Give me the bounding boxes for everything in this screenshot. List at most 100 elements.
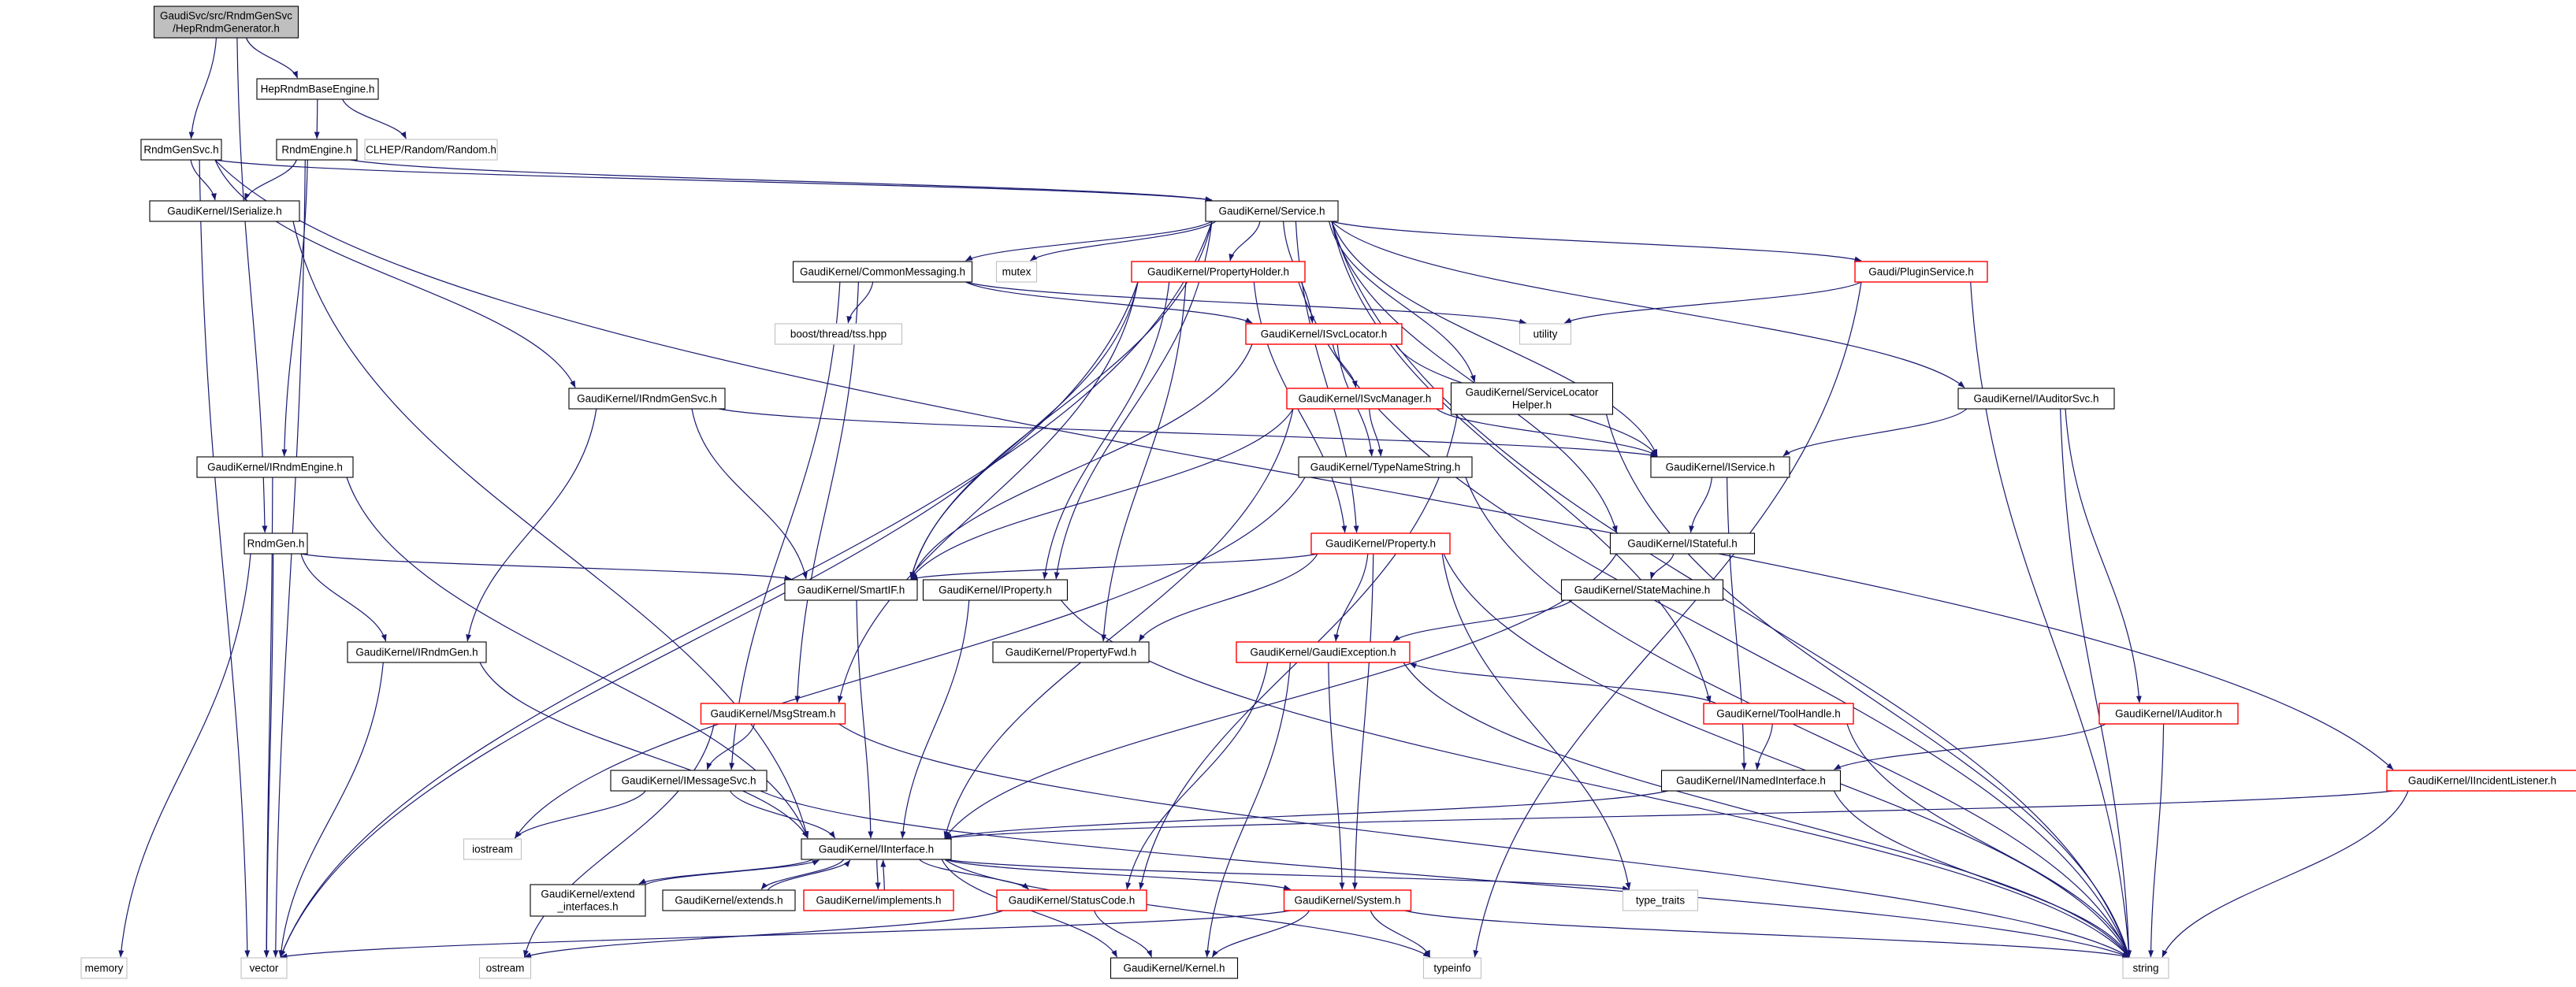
- node-iserialize[interactable]: GaudiKernel/ISerialize.h: [149, 200, 300, 222]
- node-iinterface[interactable]: GaudiKernel/IInterface.h: [801, 838, 952, 860]
- node-box-clhep[interactable]: [364, 139, 498, 161]
- node-statemachine[interactable]: GaudiKernel/StateMachine.h: [1560, 579, 1724, 601]
- node-gaudiexception[interactable]: GaudiKernel/GaudiException.h: [1236, 641, 1411, 663]
- node-system[interactable]: GaudiKernel/System.h: [1283, 889, 1412, 911]
- node-mutex[interactable]: mutex: [995, 261, 1038, 283]
- node-box-ostream[interactable]: [478, 957, 532, 979]
- node-box-isvclocator[interactable]: [1245, 323, 1403, 345]
- node-box-iproperty[interactable]: [922, 579, 1069, 601]
- node-box-irndmengine[interactable]: [196, 456, 354, 478]
- node-irndmgen[interactable]: GaudiKernel/IRndmGen.h: [347, 641, 487, 663]
- node-box-utility[interactable]: [1518, 323, 1572, 345]
- node-box-property[interactable]: [1310, 532, 1451, 555]
- node-box-kernel[interactable]: [1110, 957, 1239, 979]
- node-box-memory[interactable]: [80, 957, 128, 979]
- node-box-irndmgensvc[interactable]: [568, 388, 726, 410]
- node-box-imessagesvc[interactable]: [610, 770, 768, 792]
- node-tss[interactable]: boost/thread/tss.hpp: [774, 323, 903, 345]
- node-vector[interactable]: vector: [240, 957, 288, 979]
- node-kernel[interactable]: GaudiKernel/Kernel.h: [1110, 957, 1239, 979]
- node-inamedinterface[interactable]: GaudiKernel/INamedInterface.h: [1660, 770, 1842, 792]
- node-box-string[interactable]: [2122, 957, 2169, 979]
- node-box-iincidentlistener[interactable]: [2386, 770, 2576, 792]
- node-clhep[interactable]: CLHEP/Random/Random.h: [364, 139, 498, 161]
- node-iproperty[interactable]: GaudiKernel/IProperty.h: [922, 579, 1069, 601]
- node-box-iservice[interactable]: [1650, 456, 1790, 478]
- node-pluginsvc[interactable]: Gaudi/PluginService.h: [1854, 261, 1988, 283]
- node-iostream[interactable]: iostream: [463, 838, 522, 860]
- node-box-statemachine[interactable]: [1560, 579, 1724, 601]
- node-box-rndmgensvc[interactable]: [140, 139, 222, 161]
- node-hep_base[interactable]: HepRndmBaseEngine.h: [256, 78, 379, 100]
- node-box-tss[interactable]: [774, 323, 903, 345]
- node-box-typenamestring[interactable]: [1298, 456, 1473, 478]
- node-box-irndmgen[interactable]: [347, 641, 487, 663]
- node-rndmgen[interactable]: RndmGen.h: [243, 532, 308, 555]
- node-commonmsg[interactable]: GaudiKernel/CommonMessaging.h: [792, 261, 973, 283]
- node-box-root[interactable]: [153, 6, 299, 39]
- node-rndmgensvc[interactable]: RndmGenSvc.h: [140, 139, 222, 161]
- node-statuscode[interactable]: GaudiKernel/StatusCode.h: [996, 889, 1147, 911]
- node-box-extendif[interactable]: [530, 884, 646, 917]
- node-box-iinterface[interactable]: [801, 838, 952, 860]
- node-iincidentlistener[interactable]: GaudiKernel/IIncidentListener.h: [2386, 770, 2576, 792]
- node-box-iauditor[interactable]: [2098, 703, 2239, 725]
- node-propholder[interactable]: GaudiKernel/PropertyHolder.h: [1131, 261, 1306, 283]
- node-box-smartif[interactable]: [784, 579, 918, 601]
- node-box-implements[interactable]: [803, 889, 954, 911]
- node-rndmengine[interactable]: RndmEngine.h: [276, 139, 358, 161]
- node-extendif[interactable]: GaudiKernel/extend_interfaces.h: [530, 884, 646, 917]
- node-smartif[interactable]: GaudiKernel/SmartIF.h: [784, 579, 918, 601]
- node-iauditor[interactable]: GaudiKernel/IAuditor.h: [2098, 703, 2239, 725]
- node-root[interactable]: GaudiSvc/src/RndmGenSvc/HepRndmGenerator…: [153, 6, 299, 39]
- node-imessagesvc[interactable]: GaudiKernel/IMessageSvc.h: [610, 770, 768, 792]
- node-box-isvcmanager[interactable]: [1286, 388, 1444, 410]
- node-box-propholder[interactable]: [1131, 261, 1306, 283]
- node-box-commonmsg[interactable]: [792, 261, 973, 283]
- node-box-vector[interactable]: [240, 957, 288, 979]
- node-irndmgensvc[interactable]: GaudiKernel/IRndmGenSvc.h: [568, 388, 726, 410]
- node-memory[interactable]: memory: [80, 957, 128, 979]
- node-box-propertyfwd[interactable]: [992, 641, 1150, 663]
- node-box-iserialize[interactable]: [149, 200, 300, 222]
- node-box-inamedinterface[interactable]: [1660, 770, 1842, 792]
- node-typetraits[interactable]: type_traits: [1622, 889, 1699, 911]
- node-box-typetraits[interactable]: [1622, 889, 1699, 911]
- node-iauditorsvc[interactable]: GaudiKernel/IAuditorSvc.h: [1957, 388, 2115, 410]
- node-box-mutex[interactable]: [995, 261, 1038, 283]
- node-box-istateful[interactable]: [1609, 532, 1756, 555]
- node-box-pluginsvc[interactable]: [1854, 261, 1988, 283]
- node-box-system[interactable]: [1283, 889, 1412, 911]
- node-box-gaudiexception[interactable]: [1236, 641, 1411, 663]
- node-msgstream[interactable]: GaudiKernel/MsgStream.h: [700, 703, 846, 725]
- node-iservice[interactable]: GaudiKernel/IService.h: [1650, 456, 1790, 478]
- node-box-iostream[interactable]: [463, 838, 522, 860]
- node-toolhandle[interactable]: GaudiKernel/ToolHandle.h: [1703, 703, 1854, 725]
- node-istateful[interactable]: GaudiKernel/IStateful.h: [1609, 532, 1756, 555]
- node-box-rndmengine[interactable]: [276, 139, 358, 161]
- node-box-rndmgen[interactable]: [243, 532, 308, 555]
- node-box-iauditorsvc[interactable]: [1957, 388, 2115, 410]
- node-string[interactable]: string: [2122, 957, 2169, 979]
- node-isvcmanager[interactable]: GaudiKernel/ISvcManager.h: [1286, 388, 1444, 410]
- node-typeinfo[interactable]: typeinfo: [1422, 957, 1482, 979]
- node-extends[interactable]: GaudiKernel/extends.h: [662, 889, 796, 911]
- node-property[interactable]: GaudiKernel/Property.h: [1310, 532, 1451, 555]
- node-implements[interactable]: GaudiKernel/implements.h: [803, 889, 954, 911]
- node-box-hep_base[interactable]: [256, 78, 379, 100]
- node-box-typeinfo[interactable]: [1422, 957, 1482, 979]
- node-box-statuscode[interactable]: [996, 889, 1147, 911]
- node-propertyfwd[interactable]: GaudiKernel/PropertyFwd.h: [992, 641, 1150, 663]
- node-box-toolhandle[interactable]: [1703, 703, 1854, 725]
- node-ostream[interactable]: ostream: [478, 957, 532, 979]
- node-irndmengine[interactable]: GaudiKernel/IRndmEngine.h: [196, 456, 354, 478]
- node-isvclocator[interactable]: GaudiKernel/ISvcLocator.h: [1245, 323, 1403, 345]
- node-utility[interactable]: utility: [1518, 323, 1572, 345]
- node-service[interactable]: GaudiKernel/Service.h: [1205, 200, 1339, 222]
- node-box-service[interactable]: [1205, 200, 1339, 222]
- node-typenamestring[interactable]: GaudiKernel/TypeNameString.h: [1298, 456, 1473, 478]
- node-box-msgstream[interactable]: [700, 703, 846, 725]
- node-box-svclochelper[interactable]: [1450, 382, 1614, 415]
- node-box-extends[interactable]: [662, 889, 796, 911]
